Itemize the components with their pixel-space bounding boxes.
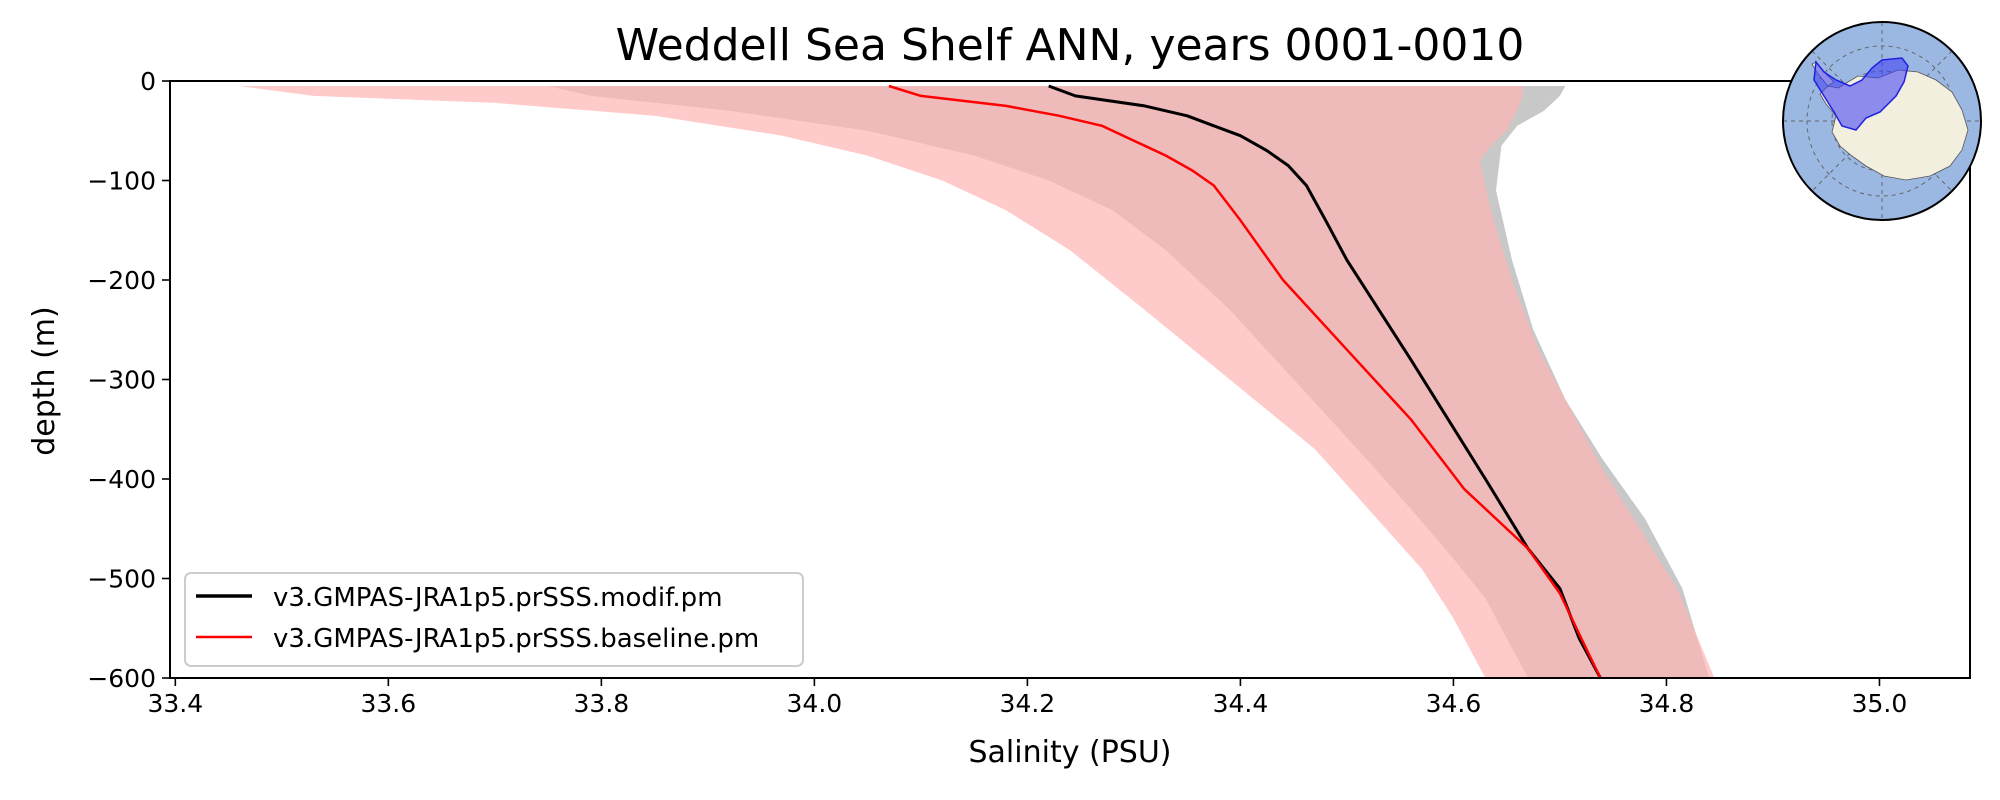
y-tick-label: −500 bbox=[87, 565, 156, 594]
legend-label-modif: v3.GMPAS-JRA1p5.prSSS.modif.pm bbox=[273, 583, 723, 613]
weddell-region-highlight bbox=[1813, 57, 1909, 131]
y-tick-label: −200 bbox=[87, 266, 156, 295]
y-tick-label: 0 bbox=[140, 67, 156, 96]
legend: v3.GMPAS-JRA1p5.prSSS.modif.pm v3.GMPAS-… bbox=[184, 572, 804, 667]
axes: 33.4 33.6 33.8 34.0 34.2 34.4 34.6 34.8 35.0 0 −10… bbox=[87, 67, 1971, 718]
y-tick-label: −600 bbox=[87, 664, 156, 693]
x-tick-label: 33.6 bbox=[361, 689, 417, 718]
chart-title: Weddell Sea Shelf ANN, years 0001-0010 bbox=[616, 20, 1525, 71]
y-axis-label: depth (m) bbox=[27, 306, 62, 456]
plot-area bbox=[239, 84, 1715, 678]
inset-map bbox=[1782, 21, 1982, 221]
x-axis-label: Salinity (PSU) bbox=[969, 735, 1172, 770]
y-tick-label: −400 bbox=[87, 465, 156, 494]
y-tick-label: −300 bbox=[87, 366, 156, 395]
x-tick-label: 35.0 bbox=[1852, 689, 1908, 718]
mean-line-1 bbox=[888, 84, 1602, 678]
x-tick-label: 33.4 bbox=[147, 689, 203, 718]
spread-band-1 bbox=[239, 86, 1715, 678]
y-tick-label: −100 bbox=[87, 167, 156, 196]
x-tick-label: 34.2 bbox=[1000, 689, 1056, 718]
legend-box bbox=[184, 572, 804, 667]
x-tick-label: 34.6 bbox=[1426, 689, 1482, 718]
x-tick-label: 34.4 bbox=[1213, 689, 1269, 718]
x-tick-label: 34.0 bbox=[787, 689, 843, 718]
x-tick-label: 33.8 bbox=[574, 689, 630, 718]
x-tick-label: 34.8 bbox=[1639, 689, 1695, 718]
legend-label-baseline: v3.GMPAS-JRA1p5.prSSS.baseline.pm bbox=[273, 624, 759, 654]
inset-border bbox=[1782, 21, 1982, 221]
